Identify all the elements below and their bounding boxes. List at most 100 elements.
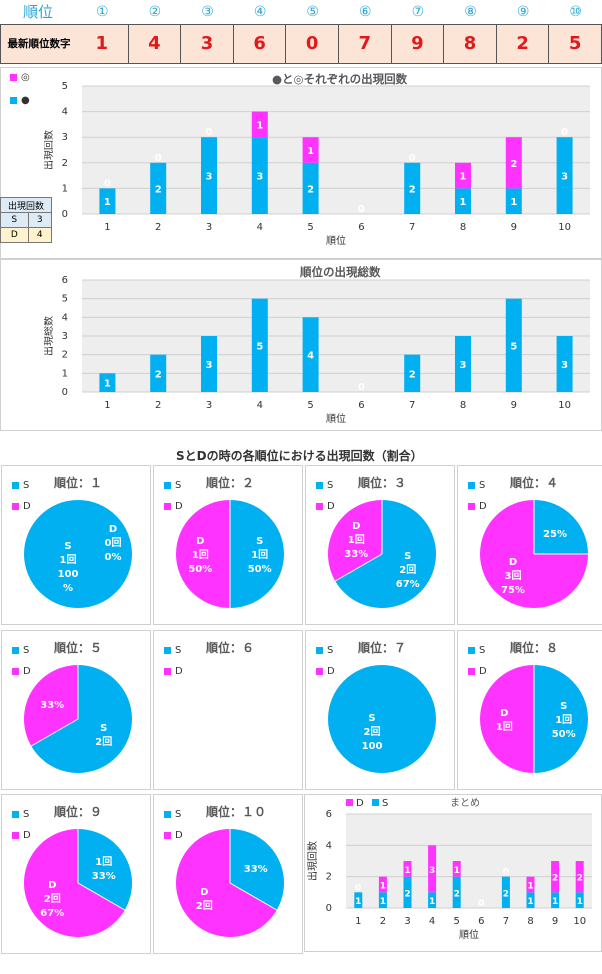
latest-digit-8: 8 — [444, 24, 497, 64]
pie-slice-s — [335, 500, 436, 608]
bar-value-label: 1 — [256, 120, 263, 131]
bar-value-label: 1 — [380, 897, 386, 907]
rank-number-2: ② — [148, 4, 162, 20]
y-tick-label: 1 — [62, 368, 68, 379]
pie-legend-d: D — [316, 666, 335, 677]
pie-label-s: 25% — [543, 529, 567, 540]
bar-value-label: 3 — [561, 360, 568, 371]
bar-S-3 — [403, 876, 412, 908]
pie-label-d: 0回 — [105, 537, 122, 549]
x-tick-label: 2 — [155, 400, 161, 411]
pie-title: 順位：４ — [510, 476, 559, 490]
y-tick-label: 2 — [62, 158, 68, 169]
pie-legend-d: D — [12, 501, 31, 512]
pie-legend-s: S — [316, 480, 335, 491]
legend-label-1: ◎ — [21, 72, 30, 83]
bar-value-label: 1 — [552, 897, 558, 907]
pie-legend-d: D — [164, 501, 183, 512]
sd-table-title: 出現回数 — [0, 197, 52, 213]
y-tick-label: 4 — [62, 312, 68, 323]
bar-value-label: 1 — [355, 897, 361, 907]
pie-label-d: D — [509, 557, 517, 568]
y-tick-label: 2 — [326, 872, 332, 883]
bar-D-10 — [575, 861, 584, 893]
legend-swatch-cyan — [10, 96, 17, 104]
bar-total-2 — [150, 354, 167, 392]
x-tick-label: 4 — [257, 222, 263, 233]
x-tick-label: 1 — [355, 916, 361, 927]
pie-slice-d — [328, 500, 382, 581]
pie-divider — [229, 882, 278, 911]
rank-number-1: ① — [96, 4, 109, 20]
pie-svg — [154, 631, 302, 789]
pie-label-d: D — [109, 524, 117, 535]
legend-label-2: ● — [21, 95, 30, 106]
pie-panel-4: 順位：４ S D 25% D 3回 75% — [457, 465, 602, 625]
pie-title: 順位：７ — [358, 641, 407, 655]
bar-value-label: 0 — [358, 204, 365, 215]
pie-label-d: 2回 — [44, 893, 61, 905]
pie-title: 順位：８ — [510, 641, 559, 655]
x-tick-label: 2 — [155, 222, 161, 233]
pie-svg: S 2回 67% D 1回 33% — [328, 500, 436, 608]
pie-title: 順位：１０ — [206, 805, 267, 819]
pie-title: 順位：１ — [54, 476, 103, 490]
pie-label-s: 67% — [396, 579, 420, 590]
pie-panel-9: 順位：９ S D 1回 33% D 2回 67% — [1, 794, 151, 954]
bar-value-label: 0 — [155, 153, 162, 164]
y-tick-label: 5 — [62, 294, 68, 305]
y-axis-title: 出現総数 — [44, 316, 55, 356]
pie-slice-d — [480, 665, 534, 773]
pie-legend-d: D — [468, 666, 487, 677]
bar-D-3 — [403, 861, 412, 877]
x-tick-label: 6 — [358, 222, 364, 233]
bar-●-1 — [99, 188, 116, 214]
x-tick-label: 6 — [358, 400, 364, 411]
bar-value-label: 2 — [503, 889, 509, 899]
bar-●-2 — [150, 162, 167, 214]
y-tick-label: 3 — [62, 331, 68, 342]
pie-legend-d: D — [316, 501, 335, 512]
bar-value-label: 0 — [478, 899, 484, 909]
bar-D-8 — [526, 876, 535, 893]
pie-label-s: 100 — [58, 569, 79, 580]
bar-value-label: 2 — [577, 874, 583, 884]
pie-slice-s — [534, 500, 588, 554]
bar-value-label: 2 — [155, 184, 162, 195]
y-tick-label: 6 — [62, 275, 68, 286]
x-tick-label: 3 — [206, 400, 212, 411]
rank-number-10: ⑩ — [569, 4, 582, 20]
pie-label-d: D — [352, 521, 360, 532]
bar-S-8 — [526, 892, 535, 908]
chart1-legend-item-2: ● — [10, 95, 30, 106]
pie-slice-d — [176, 500, 230, 608]
bar-value-label: 3 — [206, 172, 213, 183]
chart1-legend-item-1: ◎ — [10, 72, 30, 83]
pie-label-s: 1回 — [95, 856, 112, 868]
bar-S-7 — [501, 876, 510, 908]
bar-value-label: 4 — [307, 351, 314, 362]
pie-label-s: 50% — [248, 564, 272, 575]
bar-value-label: 2 — [510, 159, 517, 170]
pie-label-d: 1回 — [496, 721, 513, 733]
x-tick-label: 9 — [552, 916, 558, 927]
x-axis-title: 順位 — [459, 928, 479, 941]
pie-label-s: 2回 — [364, 726, 381, 738]
rank-number-3: ③ — [201, 4, 214, 20]
bar-value-label: 3 — [561, 172, 568, 183]
pie-legend-d: D — [468, 501, 487, 512]
legend-label-d: D — [356, 798, 364, 809]
x-tick-label: 9 — [511, 222, 517, 233]
bar-●-8 — [455, 188, 471, 214]
pie-panel-3: 順位：３ S D S 2回 67% D 1回 33% — [305, 465, 455, 625]
x-tick-label: 7 — [409, 400, 415, 411]
rank-number-4: ④ — [253, 4, 267, 20]
pie-slice-s — [78, 829, 132, 910]
pie-slice-d — [24, 829, 125, 937]
summary-chart-svg: 02461102113214135216007208119121012順位出現回… — [306, 797, 592, 941]
bar-S-5 — [452, 876, 461, 908]
bar-value-label: 3 — [460, 360, 467, 371]
